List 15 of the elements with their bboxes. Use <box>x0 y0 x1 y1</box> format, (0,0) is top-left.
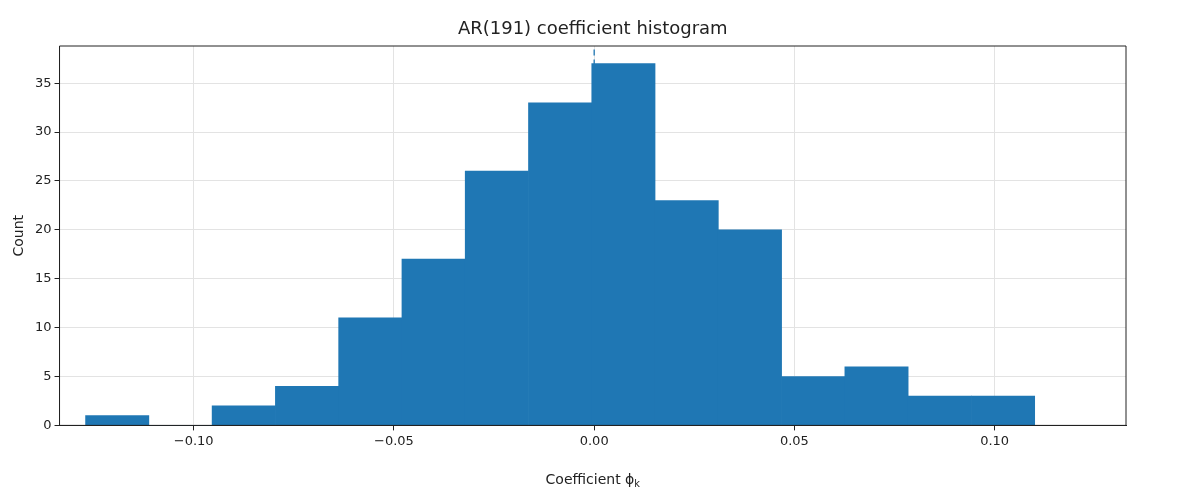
y-tick-label: 20 <box>35 221 52 237</box>
y-tick-label: 15 <box>35 270 52 286</box>
y-tick-label: 5 <box>43 367 52 383</box>
x-tick-label: −0.10 <box>173 432 214 448</box>
y-tick-label: 25 <box>35 172 52 188</box>
y-axis-title: Count <box>9 214 26 257</box>
y-tick-label: 0 <box>43 416 52 432</box>
y-tick-label: 35 <box>35 74 52 90</box>
x-tick-label: −0.05 <box>374 432 414 448</box>
chart-title: AR(191) coefficient histogram <box>457 16 728 38</box>
x-tick-label: 0.00 <box>579 432 609 448</box>
x-tick-label: 0.05 <box>779 432 809 448</box>
y-tick-label: 10 <box>35 318 52 334</box>
y-tick-label: 30 <box>35 123 52 139</box>
x-tick-label: 0.10 <box>980 432 1010 448</box>
